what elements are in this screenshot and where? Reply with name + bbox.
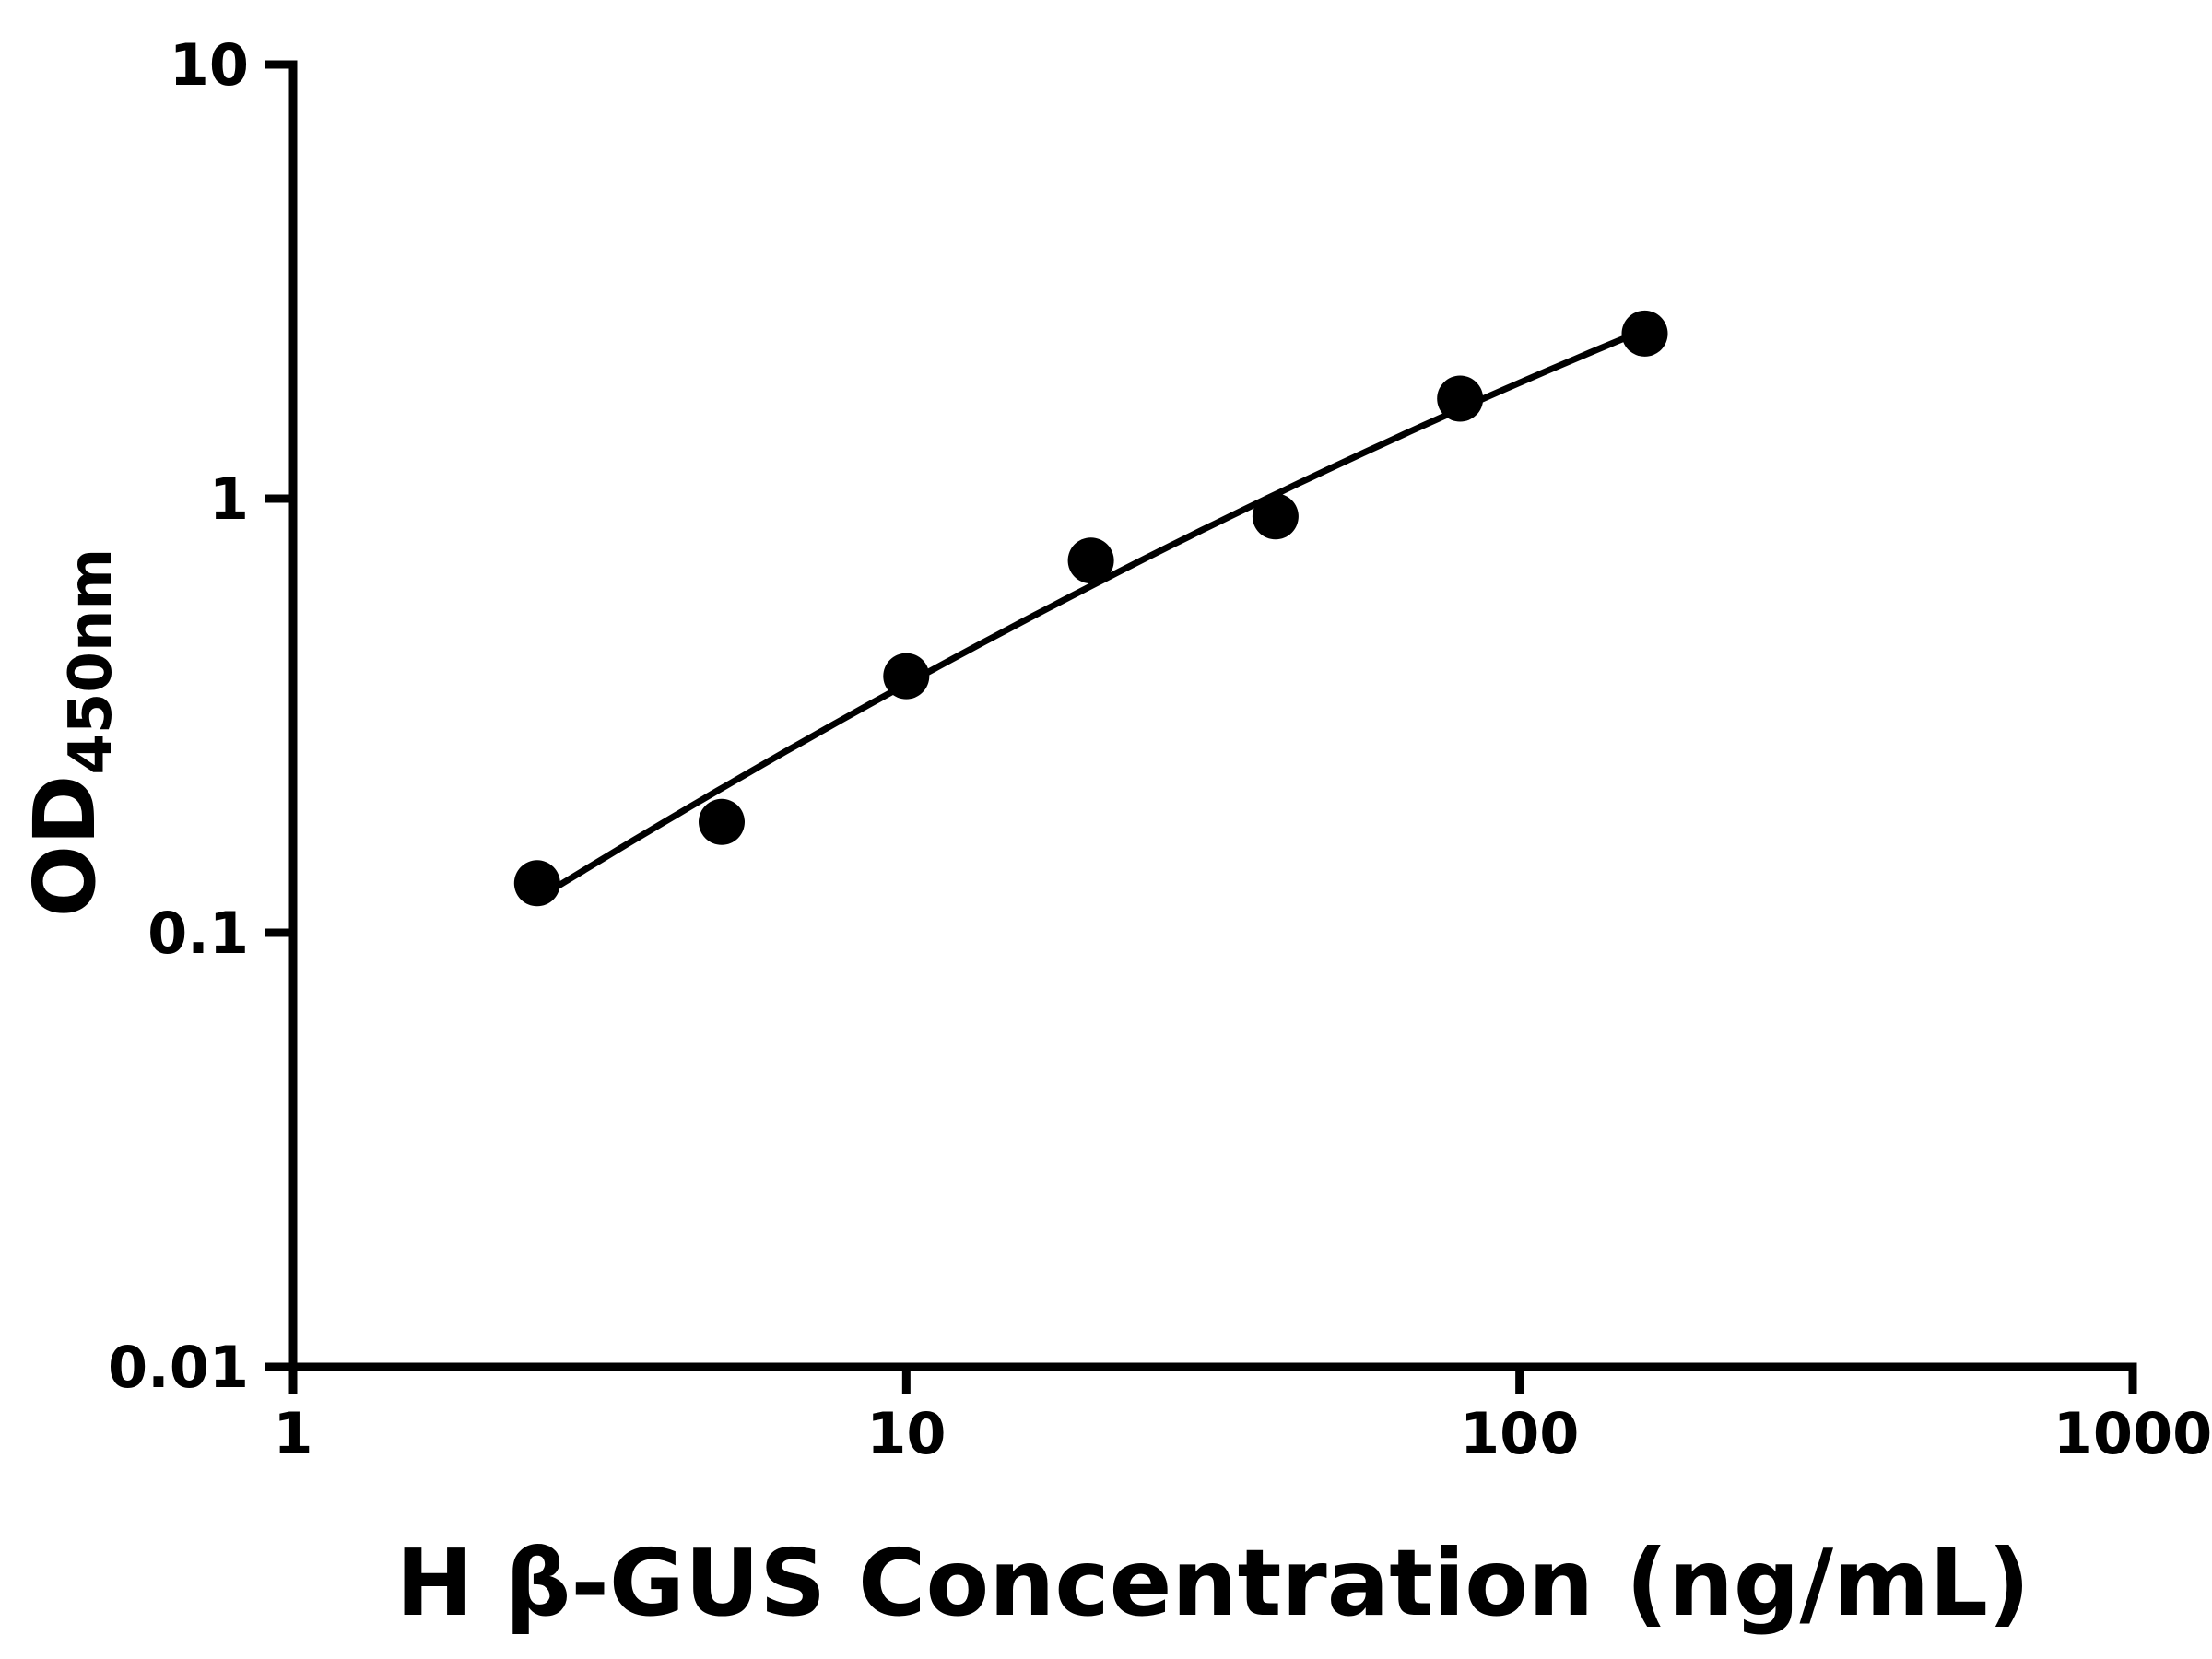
y-axis-title-sub: 450nm <box>57 548 125 775</box>
x-axis-title: H β-GUS Concentration (ng/mL) <box>395 1529 2030 1637</box>
plot-content <box>513 310 1668 907</box>
x-tick-label: 100 <box>1460 1400 1579 1467</box>
axes: 1 10 100 1000 0.01 0.1 1 10 <box>108 31 2212 1467</box>
y-axis-title: OD450nm <box>16 548 125 917</box>
data-point <box>1067 537 1114 584</box>
data-point <box>1437 375 1484 422</box>
y-tick-label: 10 <box>170 31 249 99</box>
x-tick-label: 1 <box>273 1400 312 1467</box>
x-tick-label: 1000 <box>2053 1400 2212 1467</box>
y-tick-label: 0.1 <box>147 900 249 967</box>
data-point <box>1621 310 1668 357</box>
data-point <box>1252 493 1299 540</box>
y-tick-label: 1 <box>209 465 249 533</box>
axis-spines <box>288 60 2137 1371</box>
data-point <box>883 653 930 700</box>
y-tick-label: 0.01 <box>108 1334 249 1401</box>
y-axis-title-main: OD <box>16 775 114 918</box>
data-point <box>699 798 745 845</box>
x-tick-label: 10 <box>866 1400 946 1467</box>
data-point <box>513 860 560 907</box>
